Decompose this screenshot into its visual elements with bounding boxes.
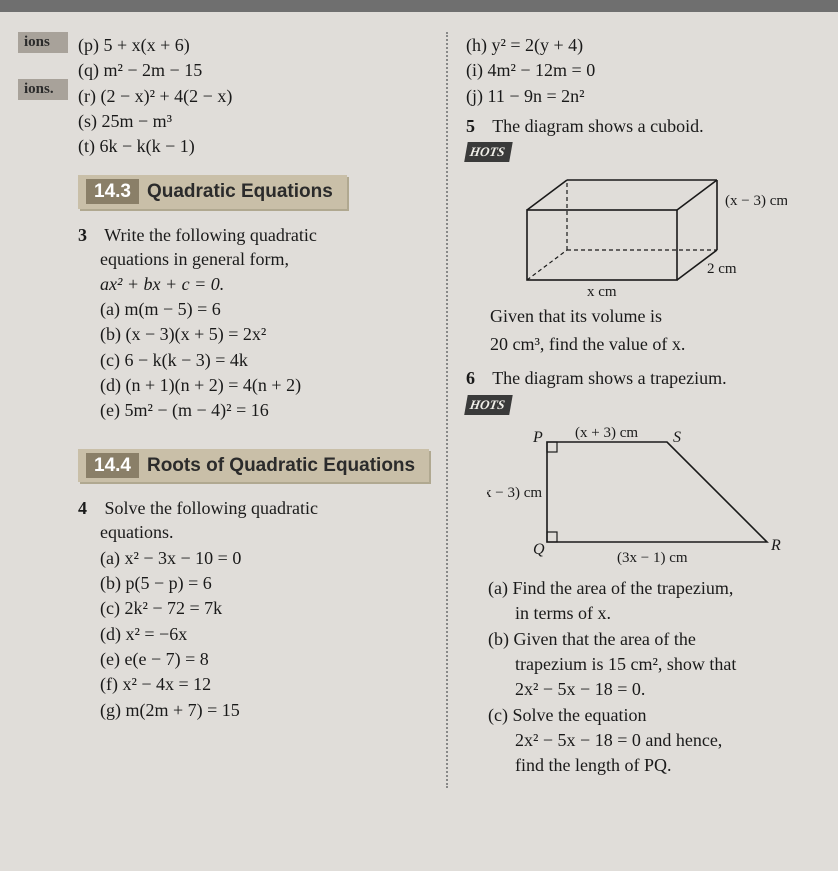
q6-items: (a) Find the area of the trapezium, in t… — [488, 576, 818, 777]
section-title: Roots of Quadratic Equations — [147, 455, 415, 476]
q6-a2: in terms of x. — [488, 601, 818, 625]
header-bar — [0, 0, 838, 12]
q6-a1: (a) Find the area of the trapezium, — [488, 576, 818, 600]
trapezium-diagram: P S Q R (x + 3) cm (x − 3) cm (3x − 1) c… — [487, 422, 797, 572]
expression-list-left: (p) 5 + x(x + 6) (q) m² − 2m − 15 (r) (2… — [78, 33, 430, 158]
item-j: (j) 11 − 9n = 2n² — [466, 84, 818, 108]
side-ps: (x + 3) cm — [575, 425, 638, 441]
question-3: 3 Write the following quadratic equation… — [78, 223, 430, 422]
margin-labels: ions ions. — [18, 32, 68, 788]
cuboid-length: x cm — [587, 284, 617, 300]
q6-b2: trapezium is 15 cm², show that — [488, 652, 818, 676]
question-4: 4 Solve the following quadratic equation… — [78, 496, 430, 722]
section-14-3-heading: 14.3 Quadratic Equations — [78, 175, 347, 209]
section-num: 14.3 — [86, 179, 139, 204]
q5-given2: 20 cm³, find the value of x. — [490, 332, 818, 356]
cuboid-width: 2 cm — [707, 261, 737, 277]
q3-lead2: equations in general form, — [100, 249, 289, 269]
vertex-r: R — [770, 537, 781, 554]
item-p: (p) 5 + x(x + 6) — [78, 33, 430, 57]
q3-b: (b) (x − 3)(x + 5) = 2x² — [100, 322, 430, 346]
section-num: 14.4 — [86, 453, 139, 478]
q4-num: 4 — [78, 496, 100, 520]
q4-c: (c) 2k² − 72 = 7k — [100, 596, 430, 620]
item-s: (s) 25m − m³ — [78, 109, 430, 133]
item-q: (q) m² − 2m − 15 — [78, 58, 430, 82]
side-pq: (x − 3) cm — [487, 485, 542, 501]
q6-c2: 2x² − 5x − 18 = 0 and hence, — [488, 728, 818, 752]
q6-text: The diagram shows a trapezium. — [492, 368, 726, 388]
q5-text: The diagram shows a cuboid. — [492, 116, 703, 136]
hots-badge: HOTS — [464, 395, 512, 415]
q3-a: (a) m(m − 5) = 6 — [100, 297, 430, 321]
q4-e: (e) e(e − 7) = 8 — [100, 647, 430, 671]
question-6: 6 The diagram shows a trapezium. HOTS P … — [466, 366, 818, 777]
q4-items: (a) x² − 3x − 10 = 0 (b) p(5 − p) = 6 (c… — [100, 546, 430, 722]
expression-list-right: (h) y² = 2(y + 4) (i) 4m² − 12m = 0 (j) … — [466, 33, 818, 108]
q6-b1: (b) Given that the area of the — [488, 627, 818, 651]
item-r: (r) (2 − x)² + 4(2 − x) — [78, 84, 430, 108]
section-title: Quadratic Equations — [147, 181, 333, 202]
section-14-4-heading: 14.4 Roots of Quadratic Equations — [78, 449, 429, 483]
q4-g: (g) m(2m + 7) = 15 — [100, 698, 430, 722]
left-column: (p) 5 + x(x + 6) (q) m² − 2m − 15 (r) (2… — [78, 32, 430, 788]
vertex-p: P — [532, 429, 543, 446]
content-columns: ions ions. (p) 5 + x(x + 6) (q) m² − 2m … — [18, 32, 818, 788]
vertex-s: S — [673, 429, 681, 446]
q4-f: (f) x² − 4x = 12 — [100, 672, 430, 696]
question-5: 5 The diagram shows a cuboid. HOTS — [466, 114, 818, 356]
q3-lead1: Write the following quadratic — [104, 225, 317, 245]
q3-lead3: ax² + bx + c = 0. — [100, 274, 224, 294]
vertex-q: Q — [533, 541, 545, 558]
q4-d: (d) x² = −6x — [100, 622, 430, 646]
q4-lead2: equations. — [100, 522, 174, 542]
q6-b3: 2x² − 5x − 18 = 0. — [488, 677, 818, 701]
q5-num: 5 — [466, 114, 488, 138]
page: ions ions. (p) 5 + x(x + 6) (q) m² − 2m … — [0, 0, 838, 871]
right-column: (h) y² = 2(y + 4) (i) 4m² − 12m = 0 (j) … — [446, 32, 818, 788]
q3-e: (e) 5m² − (m − 4)² = 16 — [100, 398, 430, 422]
item-t: (t) 6k − k(k − 1) — [78, 134, 430, 158]
q3-num: 3 — [78, 223, 100, 247]
q6-num: 6 — [466, 366, 488, 390]
q4-b: (b) p(5 − p) = 6 — [100, 571, 430, 595]
label-ions-2: ions. — [18, 79, 68, 100]
q4-lead1: Solve the following quadratic — [105, 498, 318, 518]
cuboid-height: (x − 3) cm — [725, 193, 787, 209]
cuboid-diagram: (x − 3) cm 2 cm x cm — [497, 170, 787, 300]
q6-c3: find the length of PQ. — [488, 753, 818, 777]
side-qr: (3x − 1) cm — [617, 550, 688, 566]
q3-c: (c) 6 − k(k − 3) = 4k — [100, 348, 430, 372]
q4-a: (a) x² − 3x − 10 = 0 — [100, 546, 430, 570]
q3-d: (d) (n + 1)(n + 2) = 4(n + 2) — [100, 373, 430, 397]
item-h: (h) y² = 2(y + 4) — [466, 33, 818, 57]
label-ions-1: ions — [18, 32, 68, 53]
hots-badge: HOTS — [464, 142, 512, 162]
q6-c1: (c) Solve the equation — [488, 703, 818, 727]
q3-items: (a) m(m − 5) = 6 (b) (x − 3)(x + 5) = 2x… — [100, 297, 430, 422]
item-i: (i) 4m² − 12m = 0 — [466, 58, 818, 82]
q5-given1: Given that its volume is — [490, 304, 818, 328]
